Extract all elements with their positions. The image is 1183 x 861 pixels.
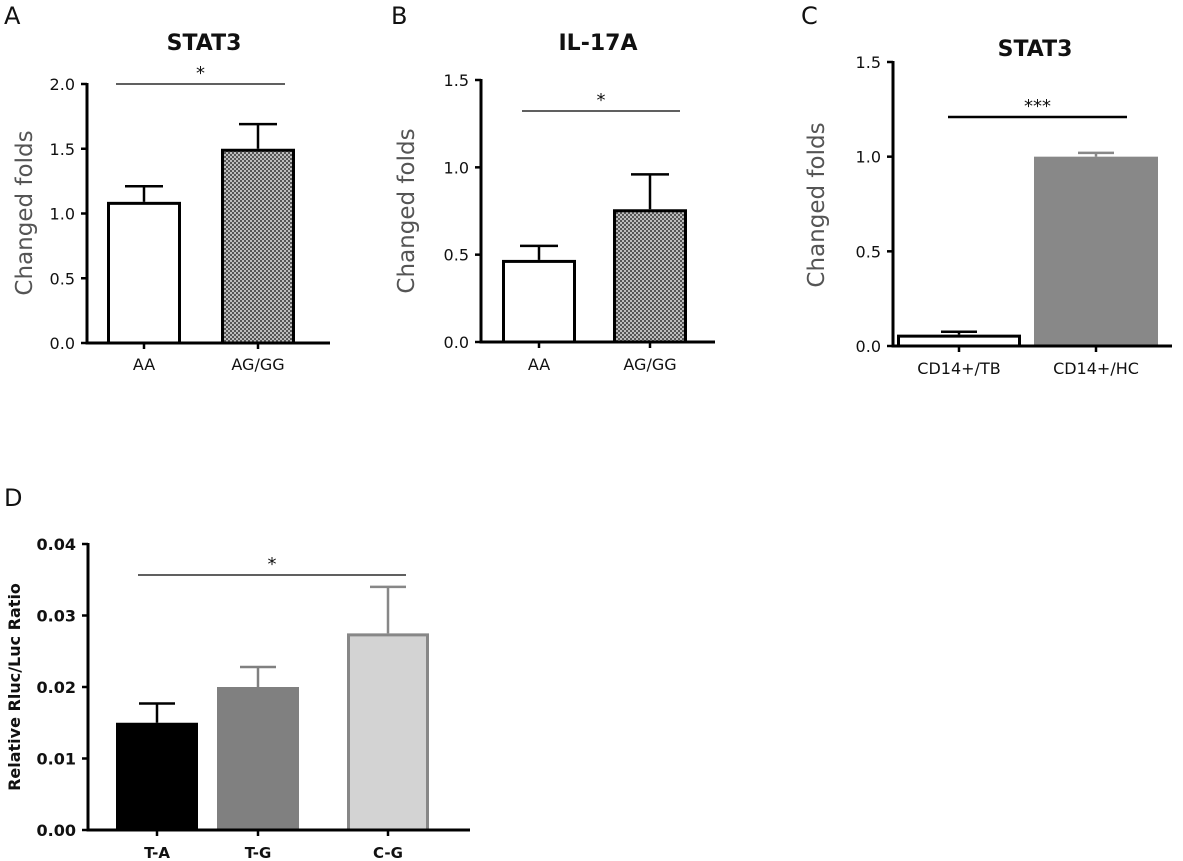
y-tick-label: 1.0 [444, 158, 469, 177]
y-tick-label: 1.5 [856, 53, 881, 72]
significance-label: *** [1024, 96, 1051, 117]
chart-title: IL-17A [559, 31, 638, 56]
y-tick-label: 0.04 [37, 535, 76, 554]
y-tick-label: 2.0 [50, 75, 75, 94]
y-axis-label: Changed folds [394, 128, 420, 293]
bar [502, 259, 576, 344]
y-tick-label: 0.5 [50, 269, 75, 288]
chart-panel-d: Relative Rluc/Luc Ratio 0.00 0.01 0.02 0.03 0… [5, 535, 470, 861]
significance-label: * [268, 554, 277, 575]
panel-letter-d: D [4, 484, 22, 512]
significance-label: * [597, 90, 606, 111]
y-axis-label: Changed folds [804, 122, 830, 287]
chart-panel-b: IL-17A Changed folds 0.0 0.5 1.0 1.5 AA AG/GG * [394, 31, 715, 374]
bar [107, 201, 181, 345]
bar [613, 209, 687, 344]
y-tick-label: 0.03 [37, 607, 76, 626]
x-tick-label: CD14+/TB [917, 359, 1000, 378]
bar [347, 633, 429, 832]
y-axis-label: Changed folds [12, 130, 38, 295]
y-tick-label: 0.00 [37, 821, 76, 840]
chart-panel-c: STAT3 Changed folds 0.0 0.5 1.0 1.5 CD14+/TB CD… [804, 37, 1172, 378]
y-tick-label: 1.0 [856, 148, 881, 167]
significance-label: * [196, 63, 205, 84]
y-tick-label: 0.5 [444, 246, 469, 265]
y-tick-label: 0.5 [856, 242, 881, 261]
chart-title: STAT3 [167, 31, 242, 56]
y-tick-label: 1.0 [50, 205, 75, 224]
chart-panel-a: STAT3 Changed folds 0.0 0.5 1.0 1.5 2.0 AA AG/GG… [12, 31, 330, 374]
x-tick-label: T-G [245, 844, 272, 861]
bar [217, 687, 299, 832]
y-tick-label: 0.0 [444, 333, 469, 352]
y-tick-label: 0.01 [37, 750, 76, 769]
bar [1034, 156, 1158, 348]
x-tick-label: CD14+/HC [1053, 359, 1139, 378]
x-tick-label: AA [133, 355, 155, 374]
panel-letter-c: C [801, 2, 818, 30]
chart-title: STAT3 [998, 37, 1073, 62]
bar [221, 148, 295, 345]
x-tick-label: AG/GG [231, 355, 284, 374]
y-axis-label: Relative Rluc/Luc Ratio [5, 583, 24, 791]
x-tick-label: T-A [144, 844, 170, 861]
x-tick-label: AA [528, 355, 550, 374]
y-tick-label: 1.5 [50, 140, 75, 159]
bar [116, 722, 198, 832]
x-tick-label: AG/GG [623, 355, 676, 374]
y-tick-label: 1.5 [444, 71, 469, 90]
y-tick-label: 0.0 [50, 334, 75, 353]
y-tick-label: 0.0 [856, 337, 881, 356]
panel-letter-a: A [4, 2, 21, 30]
panel-letter-b: B [391, 2, 407, 30]
x-tick-label: C-G [373, 844, 403, 861]
y-tick-label: 0.02 [37, 678, 76, 697]
